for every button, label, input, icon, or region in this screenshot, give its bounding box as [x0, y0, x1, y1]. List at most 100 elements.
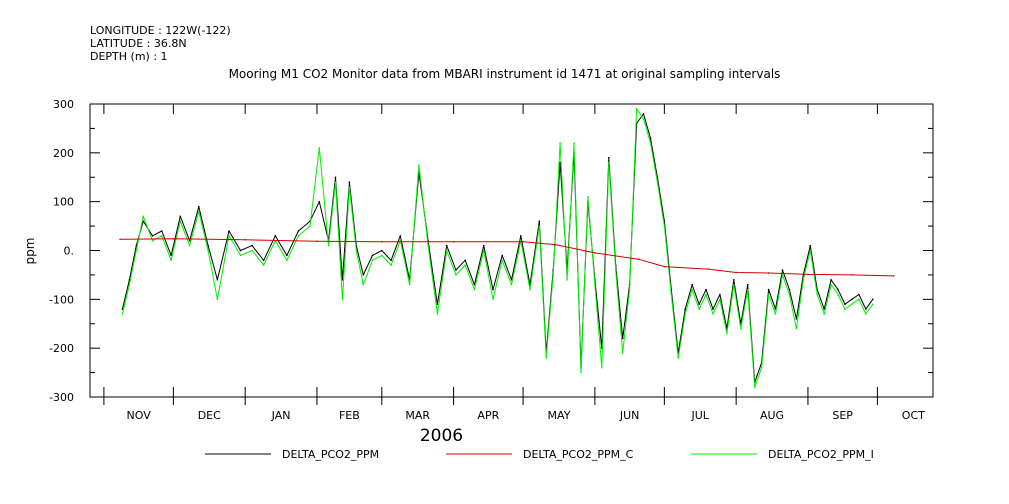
legend-label: DELTA_PCO2_PPM_I	[768, 448, 874, 461]
data-point	[519, 235, 522, 237]
y-axis-label: ppm	[23, 238, 37, 265]
data-point	[559, 142, 561, 144]
data-point	[262, 259, 265, 262]
data-point	[436, 303, 439, 306]
data-point	[684, 308, 686, 310]
data-point	[418, 164, 420, 166]
data-point	[865, 313, 867, 315]
data-point	[228, 235, 230, 237]
data-point	[207, 244, 209, 247]
x-tick-label: OCT	[902, 409, 925, 422]
data-point	[802, 279, 805, 281]
data-point	[733, 283, 735, 286]
data-point	[559, 161, 561, 164]
data-point	[851, 298, 853, 301]
data-point	[297, 230, 300, 232]
data-point	[381, 254, 383, 257]
data-point	[228, 230, 230, 232]
data-point	[871, 298, 874, 301]
data-point	[767, 272, 770, 274]
data-point	[128, 283, 131, 286]
x-tick-label: FEB	[339, 409, 360, 422]
data-point	[390, 259, 392, 262]
data-point	[341, 298, 344, 301]
data-point	[297, 235, 300, 237]
data-point	[198, 210, 200, 213]
data-point	[427, 244, 429, 247]
legend-label: DELTA_PCO2_PPM	[282, 448, 379, 461]
data-point	[492, 288, 494, 291]
y-tick-label: 300	[53, 98, 74, 111]
data-point	[408, 283, 411, 286]
data-point	[341, 279, 344, 281]
data-point	[464, 264, 466, 266]
data-point	[781, 274, 784, 276]
data-point	[837, 288, 839, 291]
data-point	[844, 303, 846, 306]
x-tick-label: MAY	[548, 409, 571, 422]
y-tick-label: -300	[49, 391, 74, 404]
data-point	[381, 240, 383, 243]
x-axis-label: 2006	[420, 426, 463, 446]
data-point	[188, 244, 191, 247]
data-point	[837, 293, 839, 296]
data-point	[464, 259, 466, 262]
data-point	[719, 298, 721, 301]
data-point	[733, 279, 735, 281]
data-point	[753, 386, 756, 389]
data-point	[455, 269, 457, 271]
data-point	[355, 249, 358, 252]
data-point	[809, 249, 812, 252]
data-point	[327, 244, 330, 247]
data-point	[807, 273, 809, 276]
data-point	[399, 239, 402, 242]
data-point	[698, 303, 700, 306]
data-point	[371, 254, 374, 257]
data-point	[851, 274, 853, 276]
data-point	[865, 308, 867, 310]
data-point	[788, 293, 791, 296]
x-tick-label: NOV	[127, 409, 152, 422]
data-point	[830, 283, 832, 286]
data-point	[788, 288, 791, 291]
data-point	[179, 220, 182, 222]
data-point	[719, 293, 721, 296]
x-tick-label: MAR	[405, 409, 430, 422]
x-tick-label: SEP	[832, 409, 853, 422]
data-point	[522, 240, 524, 243]
data-point	[473, 288, 476, 291]
data-point	[142, 215, 145, 218]
data-point	[663, 265, 666, 268]
data-point	[371, 259, 374, 262]
data-point	[656, 181, 659, 183]
data-point	[160, 230, 163, 232]
data-point	[121, 308, 124, 310]
data-point	[362, 283, 365, 286]
data-point	[746, 288, 749, 291]
data-point	[239, 254, 242, 257]
x-tick-label: JUL	[691, 409, 710, 422]
data-point	[614, 269, 617, 271]
data-point	[823, 308, 825, 310]
data-point	[628, 288, 631, 291]
data-point	[216, 298, 219, 301]
series-line-1	[120, 238, 894, 277]
data-point	[816, 293, 819, 296]
data-point	[552, 274, 554, 276]
data-point	[262, 264, 265, 266]
data-point	[334, 181, 337, 183]
data-point	[452, 240, 455, 243]
data-point	[698, 308, 700, 310]
data-point	[554, 243, 557, 246]
data-point	[316, 240, 318, 243]
data-point	[445, 244, 448, 247]
data-point	[362, 274, 365, 276]
data-point	[172, 237, 175, 240]
data-point	[781, 269, 784, 271]
data-point	[735, 271, 737, 274]
data-point	[642, 117, 645, 120]
data-point	[621, 352, 624, 354]
legend-label: DELTA_PCO2_PPM_C	[523, 448, 634, 461]
data-point	[482, 244, 485, 247]
